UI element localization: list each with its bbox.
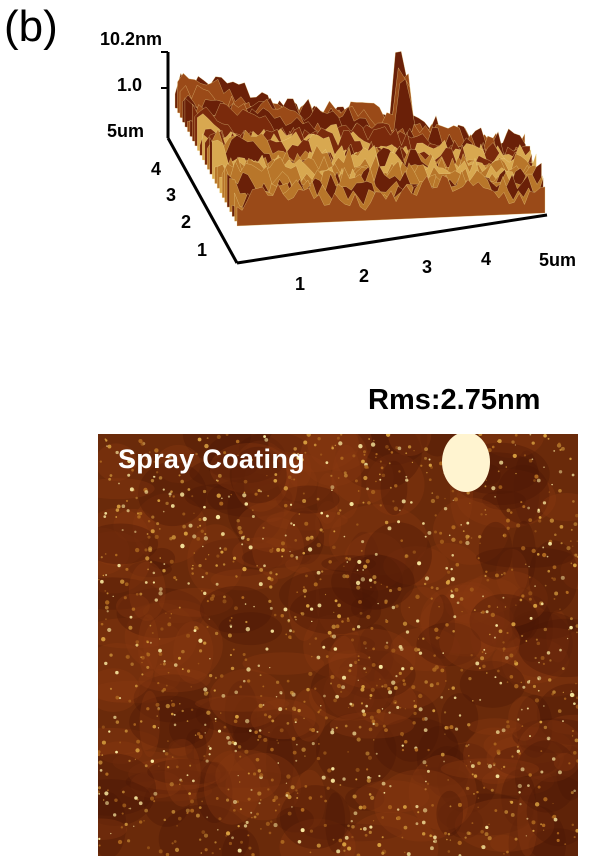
afm-topography-image: [98, 434, 578, 856]
sample-label: Spray Coating: [118, 444, 305, 474]
x-tick-label: 4: [481, 249, 491, 269]
panel-label: (b): [4, 2, 58, 51]
y-extent-label: 5um: [107, 121, 144, 141]
y-tick-label: 1: [197, 240, 207, 260]
y-tick-label: 4: [151, 159, 161, 179]
z-tick-label: 1.0: [117, 75, 142, 95]
x-tick-label: 3: [422, 257, 432, 277]
axis-frame: [166, 52, 548, 265]
afm-3d-surface-plot: 10.2nm 1.0 5um 5um 4 3 2 1 1 2 3 4: [100, 29, 576, 294]
y-tick-labels: 4 3 2 1: [151, 159, 207, 260]
rms-label: Rms:2.75nm: [368, 384, 541, 416]
x-extent-label: 5um: [539, 250, 576, 270]
z-max-label: 10.2nm: [100, 29, 162, 49]
x-tick-label: 1: [295, 274, 305, 294]
x-tick-label: 2: [359, 266, 369, 286]
x-tick-labels: 1 2 3 4: [295, 249, 491, 294]
y-tick-label: 2: [181, 212, 191, 232]
surface-mesh: [174, 51, 546, 227]
y-tick-label: 3: [166, 185, 176, 205]
